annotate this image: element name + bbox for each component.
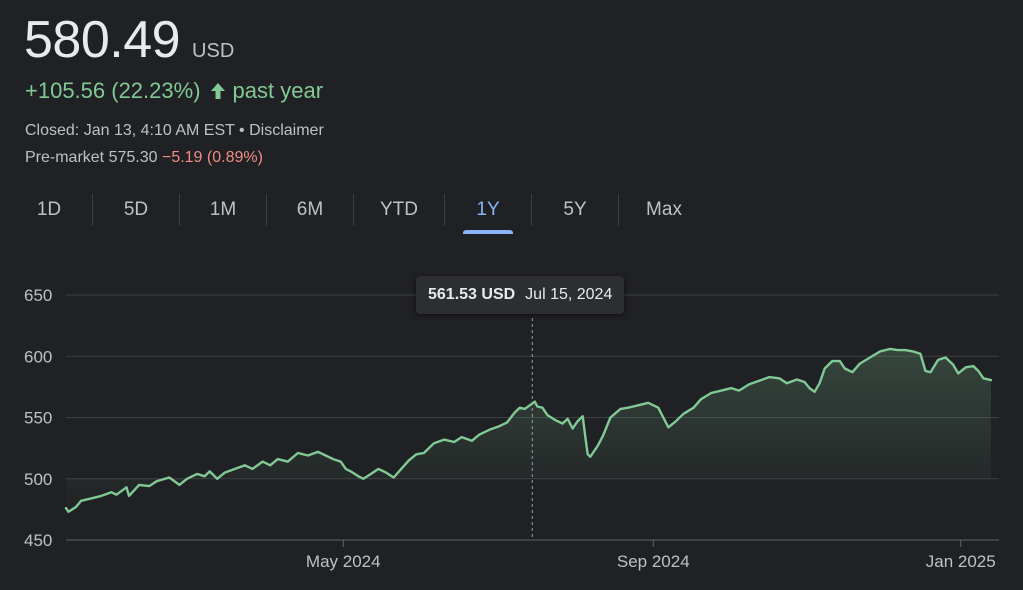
- tab-divider: [444, 194, 445, 226]
- tab-6m[interactable]: 6M: [296, 199, 324, 220]
- y-tick-label: 450: [24, 531, 52, 550]
- y-axis-labels: 450 500 550 600 650: [24, 286, 52, 550]
- tab-max[interactable]: Max: [646, 199, 682, 220]
- premarket-price: Pre-market 575.30: [25, 149, 158, 166]
- tooltip-date: Jul 15, 2024: [525, 286, 613, 303]
- tab-1d[interactable]: 1D: [36, 199, 62, 220]
- change-value: +105.56 (22.23%): [25, 78, 201, 103]
- y-tick-label: 600: [24, 347, 52, 366]
- current-price: 580.49: [24, 11, 181, 69]
- x-tick-label: Sep 2024: [617, 552, 690, 571]
- tab-divider: [179, 194, 180, 226]
- tab-divider: [266, 194, 267, 226]
- tab-divider: [531, 194, 532, 226]
- y-tick-label: 550: [24, 409, 52, 428]
- tab-5y[interactable]: 5Y: [563, 199, 587, 220]
- x-tick-label: May 2024: [306, 552, 381, 571]
- y-tick-label: 650: [24, 286, 52, 305]
- currency-label: USD: [192, 40, 235, 62]
- arrow-up-icon: [210, 83, 225, 99]
- tab-divider: [92, 194, 93, 226]
- premarket-change: −5.19 (0.89%): [161, 149, 263, 166]
- y-tick-label: 500: [24, 470, 52, 489]
- tab-ytd[interactable]: YTD: [380, 199, 418, 220]
- x-axis: May 2024 Sep 2024 Jan 2025: [306, 540, 996, 571]
- range-tabs: 1D 5D 1M 6M YTD 1Y 5Y Max: [24, 192, 691, 228]
- closed-status: Closed: Jan 13, 4:10 AM EST • Disclaimer: [25, 122, 324, 139]
- tab-1y[interactable]: 1Y: [463, 192, 513, 228]
- tab-divider: [353, 194, 354, 226]
- premarket-status: Pre-market 575.30 −5.19 (0.89%): [25, 149, 263, 167]
- series-line: [64, 347, 993, 513]
- tab-5d[interactable]: 5D: [123, 199, 149, 220]
- hover-tooltip: 561.53 USD Jul 15, 2024: [416, 276, 625, 314]
- tab-1m[interactable]: 1M: [209, 199, 237, 220]
- x-tick-label: Jan 2025: [926, 552, 996, 571]
- price-change: +105.56 (22.23%) past year: [25, 78, 323, 104]
- change-period: past year: [232, 78, 324, 103]
- price-header: 580.49 USD: [24, 10, 234, 70]
- tooltip-price: 561.53 USD: [428, 286, 516, 303]
- series-area: [66, 348, 991, 512]
- tab-divider: [618, 194, 619, 226]
